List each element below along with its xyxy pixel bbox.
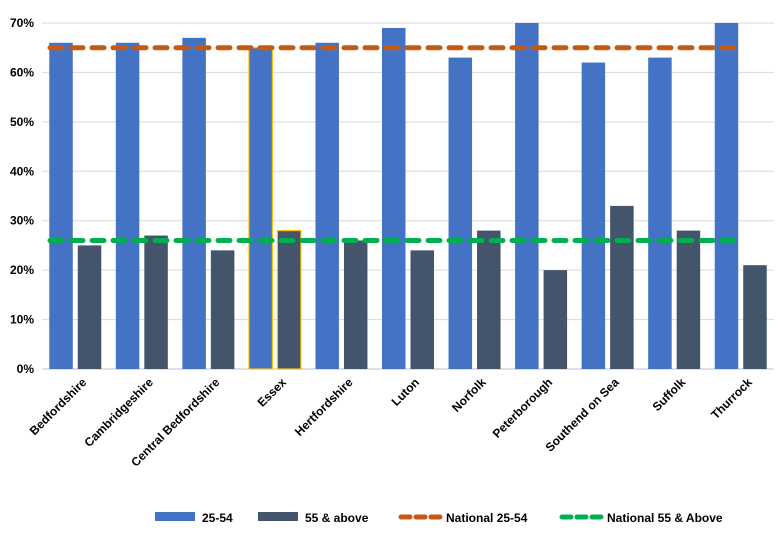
bar-25-54-essex (248, 47, 274, 370)
x-tick-label-suffolk: Suffolk (650, 375, 689, 414)
bar-25-54-cambridgeshire (115, 42, 140, 370)
y-tick-label: 70% (10, 16, 34, 30)
bar-25-54-thurrock (714, 23, 739, 369)
legend-swatch-55-and-above (258, 512, 298, 521)
bar-25-54-luton (382, 27, 406, 369)
bar-25-54-norfolk (448, 57, 473, 369)
bar-55-and-above-peterborough (543, 270, 568, 369)
bar-55-and-above-cambridgeshire (144, 235, 168, 369)
bar-25-54-suffolk (648, 57, 672, 369)
y-tick-label: 10% (10, 313, 34, 327)
x-tick-label-norfolk: Norfolk (449, 375, 489, 415)
legend-label-25-54: 25-54 (202, 511, 233, 525)
bar-55-and-above-southend-on-sea (610, 205, 634, 369)
x-tick-label-hertfordshire: Hertfordshire (292, 375, 356, 439)
legend: 25-54 55 & above National 25-54 National 55… (155, 511, 723, 525)
bar-25-54-central-bedfordshire (182, 37, 206, 369)
reference-lines (47, 45, 737, 243)
y-tick-label: 30% (10, 214, 34, 228)
bar-55-and-above-bedfordshire (77, 245, 102, 369)
y-tick-label: 20% (10, 263, 34, 277)
legend-swatch-25-54 (155, 512, 195, 521)
y-tick-label: 50% (10, 115, 34, 129)
bar-25-54-southend-on-sea (581, 62, 606, 370)
bar-55-and-above-thurrock (743, 265, 767, 369)
bar-55-and-above-norfolk (477, 230, 501, 369)
bar-55-and-above-hertfordshire (343, 240, 368, 369)
legend-label-national-55-and-above: National 55 & Above (607, 511, 723, 525)
x-tick-label-cambridgeshire: Cambridgeshire (81, 375, 156, 450)
bar-25-54-peterborough (515, 23, 539, 369)
bar-55-and-above-central-bedfordshire (210, 250, 235, 369)
x-tick-label-peterborough: Peterborough (490, 375, 556, 441)
x-tick-label-bedfordshire: Bedfordshire (27, 375, 90, 438)
bar-55-and-above-luton (410, 250, 434, 369)
bar-25-54-bedfordshire (49, 42, 73, 370)
x-tick-label-essex: Essex (255, 375, 290, 410)
bars (49, 23, 767, 370)
x-tick-label-luton: Luton (389, 375, 422, 408)
bar-25-54-hertfordshire (315, 42, 339, 370)
x-tick-label-thurrock: Thurrock (708, 375, 755, 422)
legend-label-national-25-54: National 25-54 (446, 511, 528, 525)
y-tick-label: 40% (10, 164, 34, 178)
y-tick-label: 60% (10, 65, 34, 79)
x-tick-label-southend-on-sea: Southend on Sea (543, 375, 622, 454)
legend-label-55-and-above: 55 & above (305, 511, 369, 525)
bar-55-and-above-essex (276, 230, 302, 370)
bar-55-and-above-suffolk (676, 230, 701, 369)
y-tick-label: 0% (17, 362, 35, 376)
